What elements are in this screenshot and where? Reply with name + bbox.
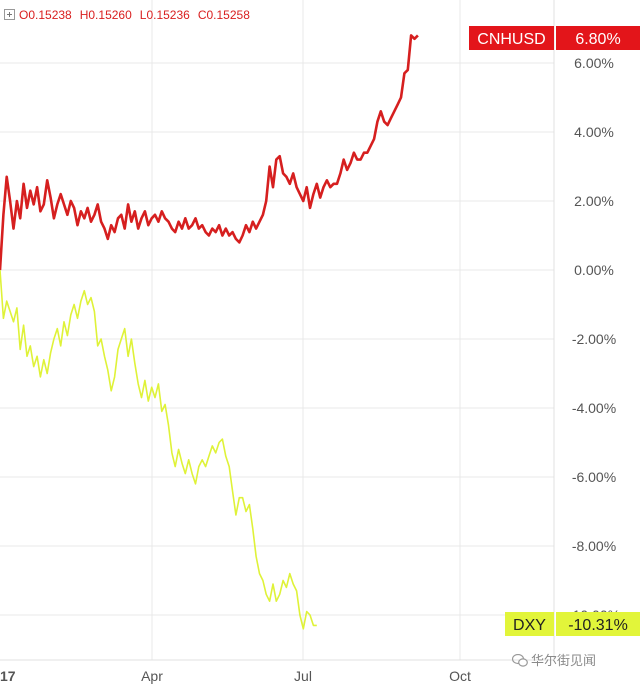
gridlines [0, 0, 554, 660]
wechat-icon [511, 653, 528, 667]
y-tick-labels: 6.00% 4.00% 2.00% 0.00% -2.00% -4.00% -6.00% -8… [568, 55, 620, 623]
series-line-dxy [0, 269, 317, 630]
series-value-label: 6.80% [575, 31, 620, 48]
x-tick-labels: 17 Apr Jul Oct [0, 668, 471, 684]
series-value-badge [556, 26, 640, 50]
series-end-labels: CNHUSD 6.80% DXY -10.31% [469, 26, 640, 636]
y-tick-label: -4.00% [572, 400, 616, 416]
y-tick-label: 2.00% [574, 193, 614, 209]
x-tick-label: Apr [141, 668, 163, 684]
close-value: C0.15258 [197, 8, 250, 22]
x-tick-label: Oct [449, 668, 471, 684]
y-tick-label: -2.00% [572, 331, 616, 347]
series-name-label: CNHUSD [477, 31, 545, 48]
low-value: L0.15236 [139, 8, 190, 22]
series-value-badge [556, 612, 640, 636]
series-name-badge [469, 26, 554, 50]
high-value: H0.15260 [79, 8, 132, 22]
y-tick-label: 4.00% [574, 124, 614, 140]
watermark: 华尔街见闻 [511, 650, 597, 669]
x-tick-label: 17 [0, 668, 16, 684]
watermark-text: 华尔街见闻 [531, 654, 597, 669]
series-lines [0, 34, 419, 630]
y-tick-label: -8.00% [572, 538, 616, 554]
open-value: O0.15238 [19, 8, 72, 22]
x-tick-label: Jul [294, 668, 312, 684]
y-tick-label: 0.00% [574, 262, 614, 278]
series-line-cnhusd [0, 34, 419, 271]
series-value-label: -10.31% [568, 617, 628, 634]
y-tick-label: -6.00% [572, 469, 616, 485]
ohlc-readout: O0.15238 H0.15260 L0.15236 C0.15258 [4, 8, 258, 22]
series-name-badge [505, 612, 554, 636]
series-name-label: DXY [513, 617, 546, 634]
y-tick-label: 6.00% [574, 55, 614, 71]
expand-icon[interactable] [4, 9, 15, 20]
